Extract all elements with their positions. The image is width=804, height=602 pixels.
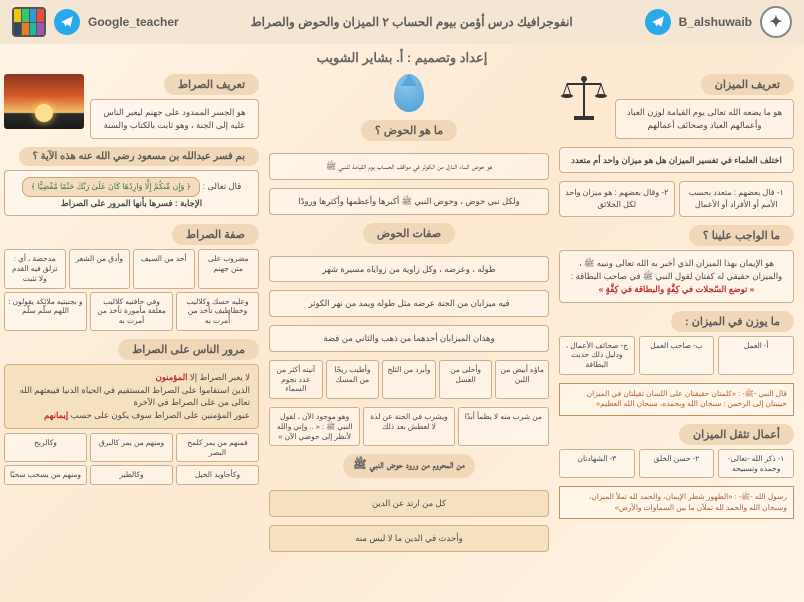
wajib-quote: « توضع السّجلات في كِفَّةٍ والبطاقة في ك…	[599, 284, 755, 294]
mizan-diff-title: اختلف العلماء في تفسير الميزان هل هو ميز…	[559, 147, 794, 174]
b3: وأبرد من الثلج	[382, 360, 436, 399]
p1a: لا يعبر الصراط إلا	[188, 372, 250, 382]
mizan-def: هو ما يضعه الله تعالى يوم القيامة لوزن ا…	[615, 99, 794, 139]
header-left: Google_teacher	[12, 7, 179, 37]
d2: وأحدث في الدين ما لا ليس منه	[269, 525, 549, 552]
s4: مدحضة ، أي : تزلق فيه القدم ولا تثبت	[4, 249, 66, 288]
sunset-image	[4, 74, 84, 139]
tafsir-q: بم فسر عبدالله بن مسعود رضي الله عنه هذه…	[19, 147, 259, 166]
b4: وأطيب ريحًا من المسك	[326, 360, 380, 399]
verse-text: ﴿ وَإِن مِّنكُمْ إِلَّا وَارِدُهَا كَانَ…	[22, 177, 201, 197]
m3: وكالريح	[4, 433, 87, 463]
hawd-def2: ولكل نبي حوض ، وحوض النبي ﷺ أكبرها وأعظم…	[269, 188, 549, 215]
wajib-title: ما الواجب علينا ؟	[689, 225, 794, 246]
handle-right: B_alshuwaib	[679, 15, 752, 29]
heavy-title: أعمال تثقل الميزان	[679, 424, 794, 445]
col-sirat: تعريف الصراط هو الجسر الممدود على جهنم ل…	[4, 74, 259, 552]
sirat-def: هو الجسر الممدود على جهنم ليعبر الناس عل…	[90, 99, 259, 139]
header-right: ✦ B_alshuwaib	[645, 6, 792, 38]
palette-icon	[12, 7, 46, 37]
droplet-icon	[394, 74, 424, 112]
pass-box: لا يعبر الصراط إلا المؤمنون الذين استقام…	[4, 364, 259, 429]
a2: فيه ميزابان من الجنة عرضه مثل طوله ويمد …	[269, 290, 549, 317]
b1: ماؤه أبيض من اللبن	[495, 360, 549, 399]
c1: من شرب منه لا يظمأ أبدًا	[458, 407, 549, 446]
p2: الذين استقاموا على الصراط المستقيم في ال…	[13, 384, 250, 410]
h3: ٣- الشهادتان	[559, 449, 635, 479]
p1b: المؤمنون	[156, 372, 188, 382]
h1: ١- ذكر الله -تعالى- وحمده وتسبيحه	[718, 449, 794, 479]
p3a: عبور المؤمنين على الصراط سوف يكون على حس…	[68, 410, 250, 420]
b2: وأحلى من العسل	[439, 360, 493, 399]
w1: أ- العمل	[718, 336, 794, 375]
a3: وهذان الميزابان أحدهما من ذهب والثاني من…	[269, 325, 549, 352]
pass-title: مرور الناس على الصراط	[118, 339, 259, 360]
m5: وكالطير	[90, 465, 173, 485]
w2: ب- صاحب العمل	[639, 336, 715, 375]
mizan-title: تعريف الميزان	[701, 74, 794, 95]
mizan-op1: ١- قال بعضهم : متعدد بحسب الأمم أو الأفر…	[679, 181, 795, 217]
hawd-attrs-title: صفات الحوض	[363, 223, 455, 244]
c3: وهو موجود الآن ، لقول النبي ﷺ : « .. وإن…	[269, 407, 360, 446]
m1: فمنهم من يمر كلمح البصر	[176, 433, 259, 463]
s2: أحد من السيف	[133, 249, 195, 288]
telegram-icon-2	[54, 9, 80, 35]
m4: وكأجاويد الخيل	[176, 465, 259, 485]
c2: ويشرب في الجنة عن لذة لا لعطش بعد ذلك	[363, 407, 454, 446]
sirat-attr-title: صفة الصراط	[172, 224, 259, 245]
m2: ومنهم من يمر كالبرق	[90, 433, 173, 463]
m6: ومنهم من يسحب سحبًا	[4, 465, 87, 485]
wajib-box: هو الإيمان بهذا الميزان الذي أخبر به الل…	[559, 250, 794, 302]
s3: وأدق من الشعر	[69, 249, 131, 288]
verse-answer: الإجابة : فسرها بأنها المرور على الصراط	[61, 198, 202, 208]
page-subtitle: إعداد وتصميم : أ. بشاير الشويب	[0, 50, 804, 66]
sirat-title: تعريف الصراط	[164, 74, 259, 95]
s5: وعليه حسك وكلاليب وخطاطيف تأخذ من أُمرت …	[176, 292, 259, 331]
col-hawd: ما هو الحوض ؟ هو حوض الماء النازل من الك…	[269, 74, 549, 552]
wajib-text: هو الإيمان بهذا الميزان الذي أخبر به الل…	[571, 258, 782, 281]
col-mizan: تعريف الميزان هو ما يضعه الله تعالى يوم …	[559, 74, 794, 552]
page-header: ✦ B_alshuwaib انفوجرافيك درس أؤمن بيوم ا…	[0, 0, 804, 44]
s1: مضروب على متن جهنم	[198, 249, 260, 288]
s7: و بجنبتيه ملائكة يقولون : اللهم سلّم سلّ…	[4, 292, 87, 331]
telegram-icon	[645, 9, 671, 35]
w3: ج- صحائف الأعمال ، ودليل ذلك حديث البطاق…	[559, 336, 635, 375]
header-title: انفوجرافيك درس أؤمن بيوم الحساب ٢ الميزا…	[189, 15, 635, 29]
a1: طوله ، وعرضه ، وكل زاوية من زواياه مسيرة…	[269, 256, 549, 283]
verse-label: قال تعالى :	[203, 181, 242, 191]
content-grid: تعريف الميزان هو ما يضعه الله تعالى يوم …	[0, 74, 804, 552]
p3b: إيمانهم	[44, 410, 68, 420]
logo-icon: ✦	[760, 6, 792, 38]
deprived-title: من المحروم من ورود حوض النبي ﷺ	[343, 454, 474, 478]
verse-box: قال تعالى : ﴿ وَإِن مِّنكُمْ إِلَّا وَار…	[4, 170, 259, 217]
hawd-def1: هو حوض الماء النازل من الكوثر في مواقف ا…	[269, 153, 549, 180]
b5: آنيته أكثر من عدد نجوم السماء	[269, 360, 323, 399]
h2: ٢- حسن الخلق	[639, 449, 715, 479]
handle-left: Google_teacher	[88, 15, 179, 29]
s6: وفي حافتيه كلاليب معلقة مأمورة تأخذ من أ…	[90, 292, 173, 331]
d1: كل من ارتد عن الدين	[269, 490, 549, 517]
hawd-q: ما هو الحوض ؟	[361, 120, 457, 141]
scale-icon	[559, 74, 609, 126]
hadith-1: قال النبي -ﷺ- : «كلمتان حقيقتان على اللس…	[559, 383, 794, 416]
hadith-2: رسول الله -ﷺ- : «الطهور شطر الإيمان، وال…	[559, 486, 794, 519]
weighed-title: ما يوزن في الميزان :	[671, 311, 794, 332]
mizan-op2: ٢- وقال بعضهم : هو ميزان واحد لكل الخلائ…	[559, 181, 675, 217]
